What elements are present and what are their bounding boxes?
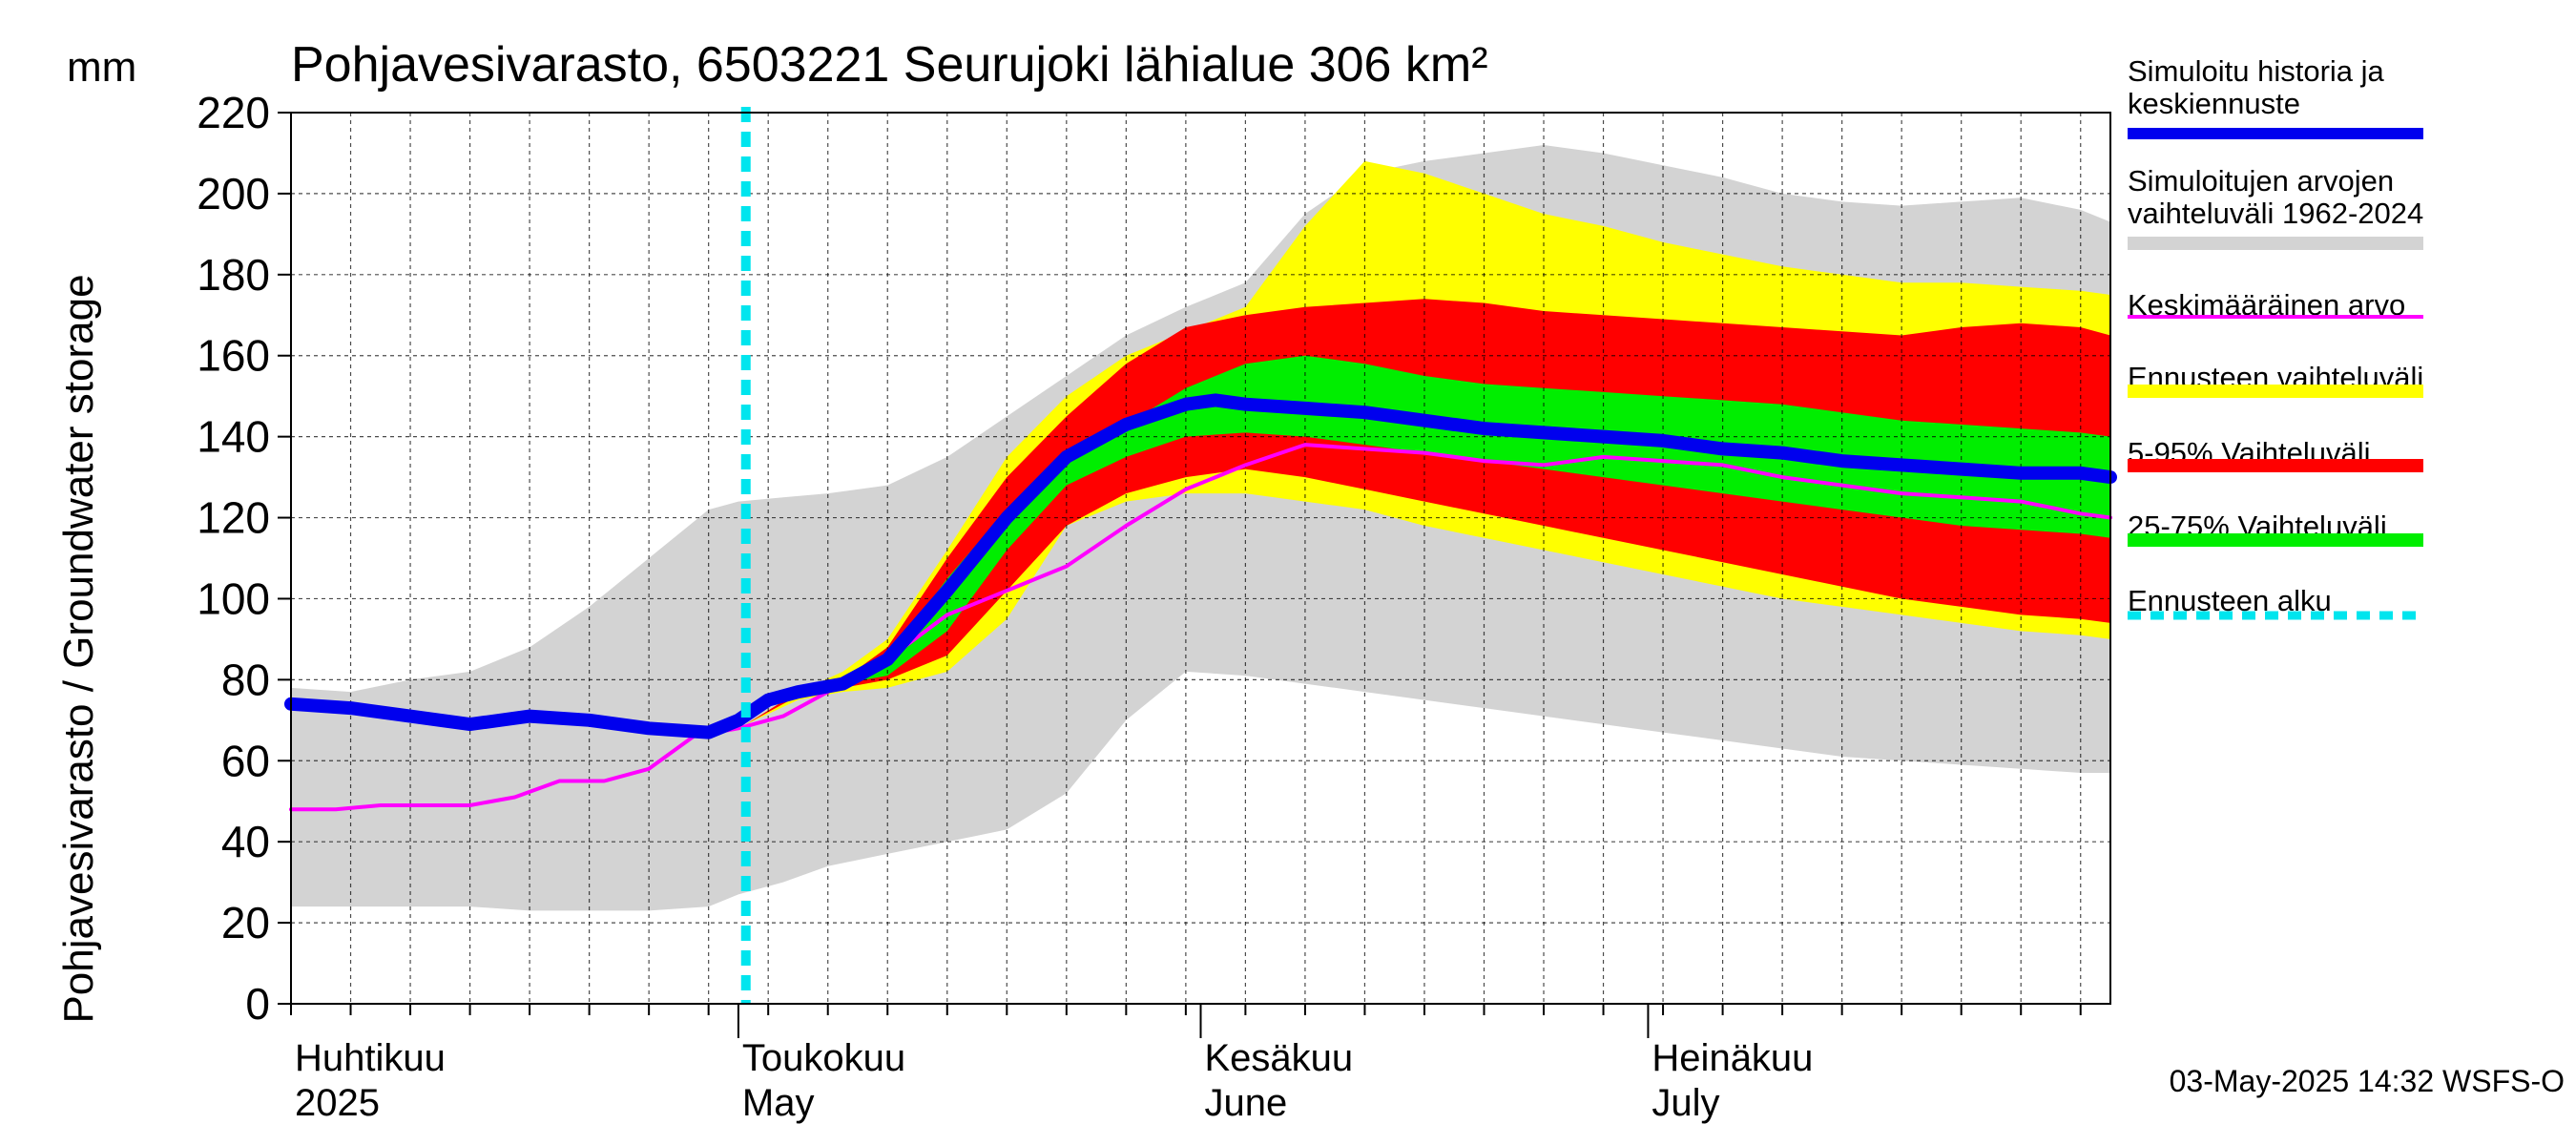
chart-title: Pohjavesivarasto, 6503221 Seurujoki lähi… <box>291 37 1488 93</box>
ytick-label: 200 <box>197 169 270 219</box>
footer-timestamp: 03-May-2025 14:32 WSFS-O <box>2170 1064 2565 1098</box>
month-label-en: May <box>742 1082 815 1124</box>
legend-label: vaihteluväli 1962-2024 <box>2128 197 2423 230</box>
month-label-en: July <box>1652 1082 1719 1124</box>
ytick-label: 0 <box>245 979 270 1029</box>
ytick-label: 120 <box>197 493 270 543</box>
month-label-fi: Kesäkuu <box>1205 1037 1354 1079</box>
range-bands <box>291 145 2110 911</box>
plot-area <box>284 107 2117 1005</box>
month-label-en: June <box>1205 1082 1288 1124</box>
month-label-fi: Toukokuu <box>742 1037 905 1079</box>
ytick-label: 160 <box>197 331 270 381</box>
legend-label: keskiennuste <box>2128 87 2300 120</box>
ytick-label: 80 <box>221 655 270 704</box>
legend-label: Simuloitu historia ja <box>2128 54 2385 88</box>
ytick-label: 40 <box>221 817 270 866</box>
unit-label: mm <box>67 44 136 91</box>
ytick-label: 180 <box>197 250 270 300</box>
y-axis-label: Pohjavesivarasto / Groundwater storage <box>55 274 102 1023</box>
grid-lines <box>291 113 2110 1004</box>
month-label-en: 2025 <box>295 1082 380 1124</box>
ytick-label: 140 <box>197 412 270 462</box>
series-lines <box>284 393 2117 812</box>
ytick-label: 20 <box>221 898 270 947</box>
y-axis: 0 20 40 60 80 100 120 140 160 180 200 220 <box>197 88 291 1029</box>
month-label-fi: Huhtikuu <box>295 1037 446 1079</box>
ytick-label: 100 <box>197 573 270 623</box>
legend-label: Simuloitujen arvojen <box>2128 164 2394 198</box>
month-label-fi: Heinäkuu <box>1652 1037 1813 1079</box>
ytick-label: 60 <box>221 736 270 785</box>
ytick-label: 220 <box>197 88 270 137</box>
line-keskim-r-inen-arvo <box>289 443 2112 812</box>
line-simuloitu-historia-ja-keskiennuste <box>284 393 2117 739</box>
